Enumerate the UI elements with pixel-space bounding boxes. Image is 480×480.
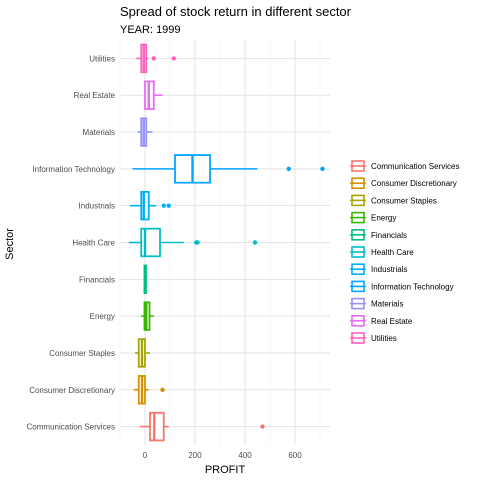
- y-tick-labels: Communication Services Consumer Discretio…: [27, 54, 116, 431]
- y-tick-label: Consumer Discretionary: [29, 386, 115, 395]
- outlier-point: [195, 240, 200, 245]
- outlier-point: [171, 56, 176, 61]
- legend-item: Materials: [350, 297, 403, 310]
- y-tick-label: Health Care: [72, 239, 115, 248]
- x-tick-label: 400: [238, 451, 252, 460]
- legend-label: Real Estate: [371, 317, 413, 326]
- outlier-point: [320, 166, 325, 172]
- chart-subtitle: YEAR: 1999: [120, 24, 181, 36]
- x-tick-label: 200: [188, 451, 202, 460]
- y-tick-label: Utilities: [89, 54, 115, 63]
- y-tick-label: Information Technology: [32, 165, 115, 174]
- box-consumer-discretionary: [133, 375, 165, 405]
- legend-item: Information Technology: [350, 280, 454, 293]
- outlier-point: [260, 424, 265, 429]
- legend-label: Materials: [371, 300, 403, 309]
- legend-item: Energy: [350, 211, 396, 224]
- legend: Communication Services Consumer Discretio…: [350, 160, 459, 344]
- outlier-point: [252, 240, 258, 245]
- y-tick-label: Energy: [90, 312, 115, 321]
- box-consumer-staples: [135, 338, 150, 368]
- outlier-point: [286, 166, 291, 172]
- outlier-point: [160, 387, 165, 392]
- box-materials: [137, 117, 153, 147]
- legend-item: Utilities: [350, 332, 397, 344]
- x-tick-labels: 0 200 400 600: [143, 451, 302, 460]
- legend-item: Real Estate: [350, 314, 413, 327]
- chart-title: Spread of stock return in different sect…: [120, 4, 352, 19]
- legend-label: Financials: [371, 231, 407, 240]
- y-tick-label: Financials: [79, 275, 115, 284]
- outlier-point: [151, 56, 156, 61]
- y-tick-label: Industrials: [79, 202, 115, 211]
- legend-label: Health Care: [371, 248, 414, 257]
- box-information-technology: [132, 154, 325, 184]
- y-tick-label: Real Estate: [74, 91, 116, 100]
- legend-label: Utilities: [371, 334, 397, 343]
- legend-item: Financials: [350, 229, 407, 241]
- legend-item: Communication Services: [350, 160, 459, 172]
- y-tick-label: Materials: [83, 128, 115, 137]
- outlier-point: [166, 203, 171, 208]
- box-utilities: [136, 43, 176, 74]
- box-iqr: [149, 411, 165, 442]
- legend-label: Consumer Staples: [371, 196, 437, 205]
- legend-label: Consumer Discretionary: [371, 179, 457, 188]
- y-tick-label: Consumer Staples: [49, 349, 115, 358]
- box-financials: [143, 264, 147, 295]
- legend-item: Consumer Discretionary: [350, 177, 457, 189]
- y-tick-label: Communication Services: [27, 423, 115, 432]
- x-axis-title: PROFIT: [205, 464, 246, 476]
- box-real-estate: [144, 80, 163, 110]
- legend-item: Health Care: [350, 246, 414, 258]
- box-iqr: [140, 190, 150, 221]
- legend-item: Industrials: [350, 263, 407, 276]
- outlier-point: [161, 203, 166, 208]
- legend-label: Industrials: [371, 265, 407, 274]
- y-axis-title: Sector: [4, 228, 16, 260]
- box-health-care: [128, 227, 258, 258]
- boxes: [128, 43, 325, 442]
- legend-label: Information Technology: [371, 282, 454, 291]
- legend-label: Communication Services: [371, 162, 459, 171]
- x-tick-label: 0: [143, 451, 148, 460]
- box-communication-services: [140, 411, 265, 442]
- legend-label: Energy: [371, 214, 396, 223]
- legend-item: Consumer Staples: [350, 194, 437, 207]
- box-energy: [141, 301, 154, 331]
- box-industrials: [130, 190, 171, 221]
- x-tick-label: 600: [288, 451, 302, 460]
